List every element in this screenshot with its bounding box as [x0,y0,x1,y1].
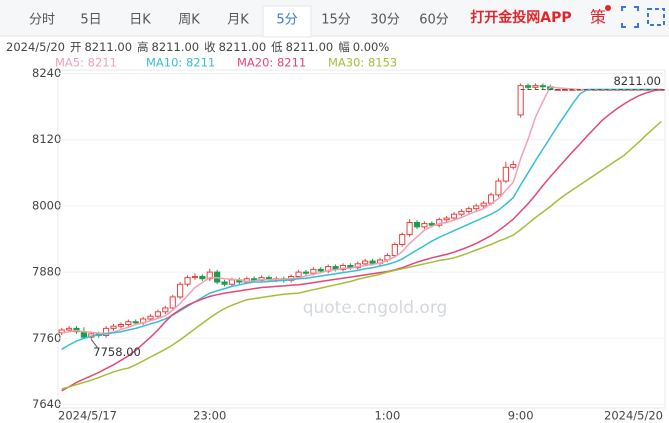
info-value: 8211.00 [219,40,267,54]
y-tick-label: 8120 [32,132,61,146]
x-tick-label: 9:00 [508,409,534,423]
ma-line [61,120,662,390]
info-label: 幅 [338,40,350,54]
y-tick-label: 8240 [32,66,61,80]
info-value: 8211.00 [84,40,132,54]
candle-body [510,164,517,168]
tab[interactable]: 月K [227,13,249,28]
low-marker-line [90,339,98,348]
candle-body [206,271,213,280]
candle-body [413,221,421,228]
legend-entry: MA20: 8211 [237,56,306,70]
ma-line [61,88,662,350]
x-tick-label: 2024/5/20 [604,409,663,423]
tab[interactable]: 30分 [370,13,400,28]
candle-body [154,311,162,317]
candle-body [428,223,435,226]
info-label: 开 [70,40,82,54]
candle-body [450,213,458,219]
candle-body [362,260,369,265]
tab[interactable]: 周K [178,13,200,28]
candle-body [169,296,176,309]
tab[interactable]: 60分 [419,13,449,28]
candle-body [132,321,139,324]
candle-body [310,268,317,274]
select-icon[interactable] [647,8,665,26]
tab-bar [0,0,669,36]
tab[interactable]: 5日 [80,13,101,28]
candle-body [317,268,324,272]
candle-body [443,217,450,221]
info-date: 2024/5/20 [6,40,65,54]
fullscreen-icon[interactable] [621,6,639,28]
tab[interactable]: 15分 [321,13,351,28]
candle-body [436,219,443,226]
candle-body [421,223,428,228]
y-tick-label: 8000 [32,198,61,212]
info-label: 低 [271,40,283,54]
candle-body [184,277,191,285]
candle-body [177,283,184,298]
candle-body [480,202,487,207]
x-tick-label: 23:00 [193,409,226,423]
candle-body [473,205,480,210]
candle-body [369,260,376,264]
plot-frame [57,69,666,409]
candle-body [295,271,302,278]
info-value: 8211.00 [152,40,200,54]
candle-body [502,166,509,182]
info-value: 0.00% [353,40,390,54]
last-price-label: 8211.00 [613,74,661,88]
legend-entry: MA5: 8211 [55,56,117,70]
candle-body [228,279,236,285]
tab-selected [262,5,312,38]
info-label: 收 [204,40,216,54]
y-tick-label: 7760 [32,331,61,345]
candle-body [406,221,413,236]
candle-body [221,281,228,285]
candle-body [532,85,539,88]
info-row: 2024/5/20 开 8211.00 高 8211.00 收 8211.00 低 8211.0… [6,40,389,54]
candle-body [458,210,465,215]
x-tick-label: 2024/5/17 [58,409,117,423]
info-value: 8211.00 [286,40,334,54]
legend-entry: MA30: 8153 [328,56,397,70]
ma-line [61,88,662,392]
candle-body [125,321,132,326]
candle-body [147,315,154,320]
candle-body [539,85,546,88]
tab[interactable]: 日K [129,13,151,28]
candle-body [391,244,398,257]
low-marker-label: 7758.00 [93,345,141,359]
candle-body [495,180,502,196]
app-link[interactable]: 打开金投网APP [470,9,571,26]
strategy-button[interactable]: 策 [590,8,606,27]
candle-body [517,85,524,116]
info-label: 高 [137,40,149,54]
candle-body [191,276,199,279]
notice-dot [605,5,611,11]
watermark: quote.cngold.org [303,298,448,318]
candle-body [399,234,406,246]
legend-entry: MA10: 8211 [146,56,215,70]
candle-body [66,327,73,331]
y-tick-label: 7880 [32,265,61,279]
candle-body [199,276,206,280]
candle-body [465,208,472,212]
y-tick-label: 7640 [32,397,61,411]
candle-body [339,264,347,270]
tab[interactable]: 5分 [276,13,297,28]
tab[interactable]: 分时 [29,13,55,28]
ma-line [61,85,662,335]
candle-body [110,325,117,329]
candle-body [103,327,110,337]
x-tick-label: 1:00 [374,409,400,423]
candle-body [302,271,310,274]
candle-body [162,307,169,313]
candle-body [524,85,532,88]
candle-body [117,324,125,327]
